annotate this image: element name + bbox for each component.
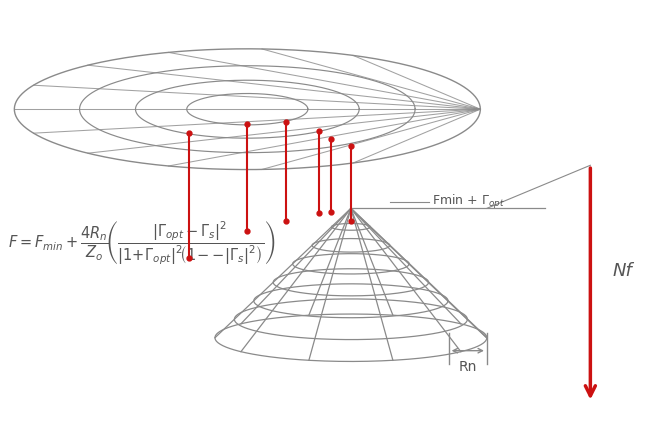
Text: $F = F_{min} + \dfrac{4R_n}{Z_o}\!\left(\dfrac{|\Gamma_{opt} - \Gamma_s|^2}{|1\!: $F = F_{min} + \dfrac{4R_n}{Z_o}\!\left(… bbox=[8, 219, 276, 267]
Text: Rn: Rn bbox=[459, 360, 477, 375]
Text: Nf: Nf bbox=[613, 262, 633, 280]
Text: Fmin + $\Gamma_{opt}$: Fmin + $\Gamma_{opt}$ bbox=[432, 193, 504, 211]
